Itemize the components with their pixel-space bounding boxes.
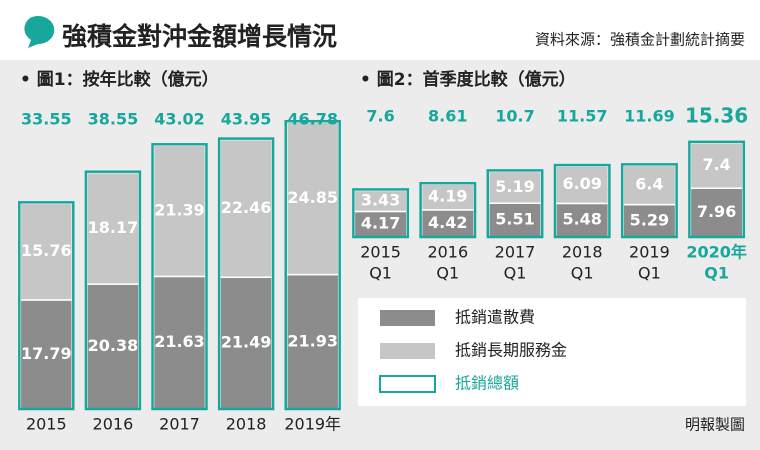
category-label: Q1 — [504, 264, 527, 283]
total-label: 38.55 — [88, 110, 139, 129]
chart-title: • 圖1：按年比較（億元） — [20, 69, 219, 90]
category-label: 2018 — [562, 243, 603, 262]
legend-label: 抵銷遣散費 — [455, 308, 535, 327]
segment-label: 7.96 — [697, 202, 736, 221]
credit: 明報製圖 — [685, 416, 745, 434]
segment-label: 4.17 — [361, 214, 400, 233]
total-label: 11.69 — [624, 107, 675, 126]
bar-segment — [285, 273, 340, 410]
total-outline — [84, 170, 142, 411]
segment-label: 22.46 — [221, 198, 272, 217]
header-bg — [0, 0, 760, 60]
segment-label: 6.4 — [635, 174, 663, 193]
category-label: 2019 — [629, 243, 670, 262]
legend-label: 抵銷長期服務金 — [455, 341, 567, 360]
segment-label: 21.49 — [221, 333, 272, 352]
chart-title: • 圖2：首季度比較（億元） — [360, 69, 576, 90]
category-label: Q1 — [436, 264, 459, 283]
bar-segment — [152, 275, 207, 410]
segment-label: 24.85 — [287, 188, 338, 207]
legend-swatch — [380, 310, 435, 326]
title: 強積金對沖金額增長情況 — [62, 22, 337, 51]
total-outline — [486, 169, 544, 239]
segment-label: 15.76 — [21, 241, 72, 260]
segment-label: 7.4 — [702, 155, 730, 174]
segment-label: 4.19 — [428, 187, 467, 206]
legend-label: 抵銷總額 — [455, 374, 519, 393]
category-label: Q1 — [704, 264, 729, 283]
source: 資料來源：強積金計劃統計摘要 — [535, 31, 745, 49]
total-label: 8.61 — [428, 107, 467, 126]
legend-swatch — [380, 343, 435, 359]
total-outline — [553, 163, 611, 239]
segment-label: 18.17 — [88, 218, 139, 237]
total-label: 46.78 — [287, 110, 338, 129]
total-label: 33.55 — [21, 110, 72, 129]
bar-segment — [622, 164, 677, 206]
total-outline — [419, 181, 477, 239]
total-label: 11.57 — [557, 107, 608, 126]
category-label: Q1 — [369, 264, 392, 283]
segment-label: 5.29 — [630, 210, 669, 229]
category-label: 2020年 — [686, 243, 747, 262]
category-label: 2015 — [360, 243, 401, 262]
category-label: 2019年 — [284, 415, 341, 434]
segment-label: 3.43 — [361, 190, 400, 209]
total-label: 43.95 — [221, 110, 272, 129]
total-label: 15.36 — [685, 104, 748, 128]
total-outline — [352, 188, 410, 239]
bar-segment — [689, 142, 744, 189]
segment-label: 4.42 — [428, 213, 467, 232]
total-outline — [284, 119, 341, 411]
segment-label: 5.51 — [495, 210, 534, 229]
category-label: 2018 — [226, 415, 267, 434]
total-outline — [217, 137, 275, 411]
segment-label: 5.48 — [562, 210, 601, 229]
bar-segment — [285, 121, 340, 276]
segment-label: 21.93 — [287, 331, 338, 350]
total-label: 43.02 — [154, 110, 205, 129]
segment-label: 6.09 — [562, 174, 601, 193]
category-label: 2017 — [495, 243, 536, 262]
total-outline — [688, 140, 746, 239]
category-label: Q1 — [638, 264, 661, 283]
category-label: 2017 — [159, 415, 200, 434]
segment-label: 5.19 — [495, 177, 534, 196]
legend-swatch — [379, 375, 436, 393]
segment-label: 21.63 — [154, 332, 205, 351]
total-outline — [18, 201, 75, 411]
category-label: 2016 — [93, 415, 134, 434]
bar-segment — [219, 138, 273, 279]
category-label: 2016 — [427, 243, 468, 262]
segment-label: 21.39 — [154, 200, 205, 219]
total-outline — [151, 143, 208, 411]
segment-label: 17.79 — [21, 344, 72, 363]
bar-segment — [555, 165, 610, 205]
bubble-icon — [24, 16, 55, 48]
total-outline — [620, 163, 678, 239]
category-label: Q1 — [571, 264, 594, 283]
segment-label: 20.38 — [88, 336, 139, 355]
total-label: 10.7 — [495, 107, 534, 126]
total-label: 7.6 — [366, 107, 394, 126]
category-label: 2015 — [26, 415, 67, 434]
